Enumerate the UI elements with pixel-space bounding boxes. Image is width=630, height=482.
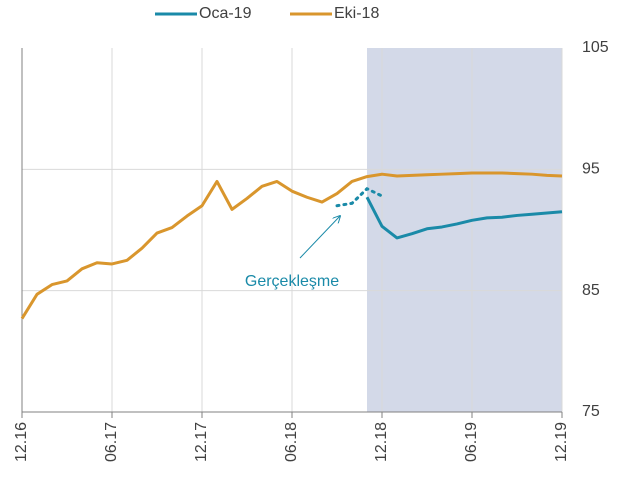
- y-tick-label: 105: [582, 39, 609, 56]
- x-tick-label: 06.18: [283, 422, 300, 462]
- x-tick-label: 12.16: [13, 422, 30, 462]
- x-tick-label: 06.17: [103, 422, 120, 462]
- y-tick-label: 95: [582, 161, 600, 178]
- x-tick-label: 12.19: [553, 422, 570, 462]
- x-tick-label: 06.19: [463, 422, 480, 462]
- annotation-label: Gerçekleşme: [245, 273, 339, 290]
- annotation-dots: [335, 186, 384, 208]
- legend-label: Eki-18: [334, 5, 379, 22]
- series-line: [365, 196, 563, 240]
- legend-label: Oca-19: [199, 5, 252, 22]
- x-tick-label: 12.18: [373, 422, 390, 462]
- y-tick-label: 75: [582, 403, 600, 420]
- forecast-shade: [367, 48, 562, 412]
- x-tick-label: 12.17: [193, 422, 210, 462]
- y-tick-label: 85: [582, 282, 600, 299]
- annotation-arrow: [299, 216, 340, 259]
- series-line: [20, 171, 563, 320]
